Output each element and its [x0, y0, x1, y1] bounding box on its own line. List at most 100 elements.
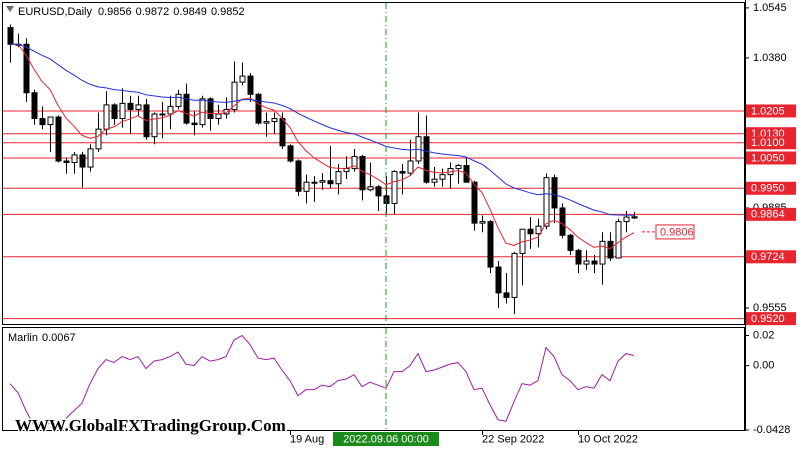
candle-body: [151, 113, 158, 138]
candle-body: [287, 145, 294, 162]
y-tick-label: 0.02: [753, 329, 774, 341]
candle-body: [455, 165, 462, 170]
y-tick-label: -0.0428: [753, 424, 790, 436]
candle-body: [47, 116, 54, 126]
candle-body: [71, 154, 78, 164]
candle-body: [479, 221, 486, 224]
indicator-name: Marlin: [8, 332, 38, 344]
candle-body: [415, 136, 422, 162]
y-tick-label: 0.00: [753, 360, 774, 372]
price-plot: [3, 24, 744, 320]
chart-title: EURUSD,Daily: [18, 6, 92, 18]
level-label: 0.9864: [751, 209, 785, 221]
crosshair-label: 2022.09.06 00:00: [343, 433, 429, 445]
price-pane: [2, 2, 745, 325]
candle-body: [135, 104, 142, 110]
chart-icon: [6, 6, 14, 12]
candle-body: [207, 98, 214, 120]
level-label-box: [746, 207, 796, 221]
candle-body: [7, 27, 14, 45]
moving-average: [10, 43, 635, 250]
candle-body: [615, 221, 622, 259]
candle-body: [431, 178, 438, 183]
candle-body: [39, 118, 46, 126]
level-label: 0.9520: [751, 313, 785, 325]
header-close: 0.9852: [211, 6, 245, 18]
indicator-header: Marlin 0.0067: [8, 332, 76, 344]
candle-body: [391, 171, 398, 204]
candle-body: [119, 102, 126, 120]
level-label-box: [746, 181, 796, 195]
candle-body: [399, 171, 406, 174]
x-tick-label: 19 Aug: [290, 433, 324, 445]
candle-body: [527, 228, 534, 235]
level-label: 0.9724: [751, 251, 785, 263]
candle-body: [255, 93, 262, 124]
candle-body: [591, 260, 598, 265]
candle-body: [631, 216, 638, 219]
level-label-box: [746, 250, 796, 264]
candle-body: [103, 104, 110, 130]
candle-body: [471, 181, 478, 224]
candle-body: [159, 113, 166, 116]
candle-body: [31, 92, 38, 120]
candle-body: [295, 160, 302, 192]
moving-average: [10, 43, 635, 216]
y-tick-label: 0.9555: [753, 302, 787, 314]
level-label: 1.0205: [751, 105, 785, 117]
level-label-box: [746, 136, 796, 150]
candle-body: [543, 177, 550, 227]
candle-body: [303, 181, 310, 192]
candle-body: [263, 121, 270, 124]
candle-body: [551, 177, 558, 209]
candle-body: [87, 148, 94, 168]
level-label-box: [746, 104, 796, 118]
crosshair-label-box: [333, 432, 439, 446]
candle-body: [367, 186, 374, 191]
candle-body: [559, 207, 566, 236]
level-label-box: [746, 151, 796, 165]
level-label: 0.9950: [751, 183, 785, 195]
candle-body: [607, 240, 614, 259]
y-tick-label: 1.0545: [753, 2, 787, 14]
candle-body: [319, 180, 326, 183]
candle-body: [487, 221, 494, 268]
candle-body: [231, 81, 238, 110]
level-label: 1.0050: [751, 152, 785, 164]
candle-body: [55, 116, 62, 162]
header-high: 0.9872: [136, 6, 170, 18]
y-tick-label: 1.0380: [753, 52, 787, 64]
level-label: 1.0100: [751, 137, 785, 149]
candle-body: [271, 118, 278, 123]
candle-body: [599, 240, 606, 265]
candle-body: [191, 122, 198, 126]
indicator-pane: [2, 327, 745, 431]
watermark: WWW.GlobalFXTradingGroup.Com: [15, 416, 286, 435]
chart-header: EURUSD,Daily 0.9856 0.9872 0.9849 0.9852: [18, 6, 245, 18]
candle-body: [311, 181, 318, 184]
candle-body: [439, 174, 446, 180]
candle-body: [95, 128, 102, 150]
candle-body: [511, 252, 518, 298]
indicator-last: 0.0067: [42, 332, 76, 344]
candle-body: [247, 75, 254, 95]
candle-body: [215, 113, 222, 120]
candle-body: [335, 171, 342, 185]
marker-box: [655, 224, 695, 240]
level-label-box: [746, 312, 796, 326]
price-axis: [745, 0, 803, 453]
candle-body: [623, 216, 630, 223]
candle-body: [575, 249, 582, 265]
candle-body: [583, 260, 590, 265]
candle-body: [183, 93, 190, 124]
marker-label: 0.9806: [660, 226, 694, 238]
x-tick-label: 10 Oct 2022: [578, 433, 638, 445]
indicator-plot: [9, 334, 635, 430]
candle-body: [375, 186, 382, 197]
indicator-line: [9, 334, 635, 430]
candle-body: [407, 160, 414, 174]
candle-body: [423, 136, 430, 183]
header-open: 0.9856: [98, 6, 132, 18]
candle-body: [327, 180, 334, 185]
